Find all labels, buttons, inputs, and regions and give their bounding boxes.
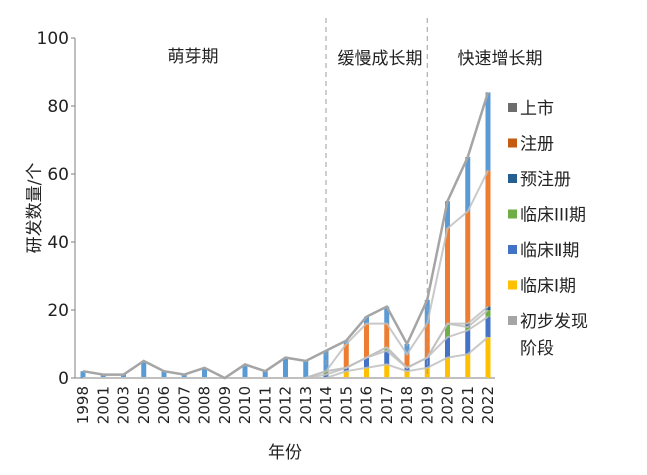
legend-swatch <box>508 245 517 254</box>
bar-segment <box>465 157 471 212</box>
bar-segment <box>364 316 369 324</box>
bar-segment <box>384 364 390 378</box>
x-axis-title: 年份 <box>268 443 302 463</box>
bar-segment <box>465 211 471 324</box>
series-line <box>83 170 489 379</box>
bar-segment <box>404 354 410 368</box>
x-tick-label: 2017 <box>378 386 396 424</box>
bar-segment <box>283 357 288 378</box>
y-tick-label: 40 <box>47 233 69 253</box>
bar-segment <box>465 327 471 331</box>
x-tick-label: 2006 <box>155 386 173 424</box>
legend-swatch <box>508 138 517 148</box>
legend-label: 上市 <box>520 99 554 119</box>
bar-segment <box>364 357 369 368</box>
y-tick-label: 0 <box>58 369 69 389</box>
bar-segment <box>343 340 349 344</box>
y-axis-title: 研发数量/个 <box>25 163 45 254</box>
x-tick-label: 2020 <box>439 386 457 424</box>
bar-segment <box>485 337 491 378</box>
x-tick-label: 2007 <box>175 386 193 424</box>
x-tick-label: 2010 <box>236 386 254 424</box>
legend-label: 临床Ⅰ期 <box>520 277 576 297</box>
total-line <box>82 92 490 380</box>
bar-segment <box>445 357 450 378</box>
y-tick-label: 80 <box>47 97 69 117</box>
bar-segment <box>364 367 369 378</box>
bar-segment <box>485 92 491 171</box>
bar-segment <box>303 361 309 378</box>
bar-segment <box>202 367 207 378</box>
x-tick-label: 2016 <box>358 386 376 424</box>
bar-segment <box>404 344 410 355</box>
bar-segment <box>485 306 491 310</box>
bar-segment <box>161 371 167 378</box>
legend-label: 初步发现 <box>520 312 588 332</box>
phase-label: 缓慢成长期 <box>338 48 423 69</box>
bar-segment <box>343 344 349 368</box>
x-tick-label: 2018 <box>398 386 416 424</box>
bar-segment <box>384 323 390 348</box>
bar-segment <box>141 361 147 378</box>
bar-segment <box>404 371 410 378</box>
bar-segment <box>445 228 450 324</box>
x-tick-label: 2008 <box>196 386 214 424</box>
x-tick-label: 2021 <box>459 386 477 424</box>
legend-label: 预注册 <box>520 170 571 190</box>
legend-swatch <box>508 174 517 183</box>
y-tick-label: 20 <box>47 301 69 321</box>
y-tick-label: 100 <box>37 29 69 49</box>
bar-segment <box>424 299 430 324</box>
x-tick-label: 2013 <box>297 386 315 424</box>
x-tick-label: 2022 <box>479 386 497 424</box>
x-tick-label: 2001 <box>94 386 112 424</box>
legend-label: 注册 <box>520 135 554 155</box>
bar-segment <box>465 330 471 355</box>
bar-segment <box>445 337 450 358</box>
legend-label: 临床Ⅱ期 <box>520 241 579 261</box>
bar-segment <box>465 354 471 378</box>
bar-segment <box>445 201 450 229</box>
bar-segment <box>485 170 491 307</box>
bar-segment <box>485 310 491 317</box>
bar-segment <box>384 350 390 365</box>
bar-segment <box>364 323 369 358</box>
legend-label: 临床III期 <box>520 206 586 226</box>
x-tick-label: 2011 <box>256 386 274 424</box>
bar-segment <box>323 374 329 378</box>
bar-segment <box>384 306 390 324</box>
x-tick-label: 2009 <box>216 386 234 424</box>
bar-segment <box>465 323 471 327</box>
legend-swatch <box>508 280 517 290</box>
x-tick-label: 2012 <box>277 386 295 424</box>
x-tick-label: 2015 <box>337 386 355 424</box>
phase-label: 快速增长期 <box>458 49 543 69</box>
bar-segment <box>262 371 268 378</box>
legend-swatch <box>508 103 517 112</box>
bar-segment <box>424 323 430 358</box>
bar-segment <box>121 374 126 378</box>
x-tick-label: 2005 <box>135 386 153 424</box>
bar-segment <box>485 316 491 338</box>
x-tick-label: 2019 <box>418 386 436 424</box>
bar-segment <box>445 323 450 338</box>
legend-label: 阶段 <box>520 339 554 359</box>
phase-label: 萌芽期 <box>168 47 219 67</box>
legend-swatch <box>508 316 517 325</box>
y-tick-label: 60 <box>47 165 69 185</box>
bar-segment <box>384 347 390 351</box>
x-tick-label: 1998 <box>74 386 92 424</box>
bar-segment <box>242 364 248 378</box>
bar-segment <box>404 367 410 372</box>
bar-segment <box>343 371 349 378</box>
bar-segment <box>100 374 106 378</box>
bar-segment <box>343 367 349 372</box>
legend-swatch <box>508 209 517 219</box>
x-tick-label: 2003 <box>115 386 133 424</box>
bar-segment <box>181 374 187 378</box>
x-tick-label: 2014 <box>317 386 335 424</box>
bar-segment <box>80 371 86 378</box>
